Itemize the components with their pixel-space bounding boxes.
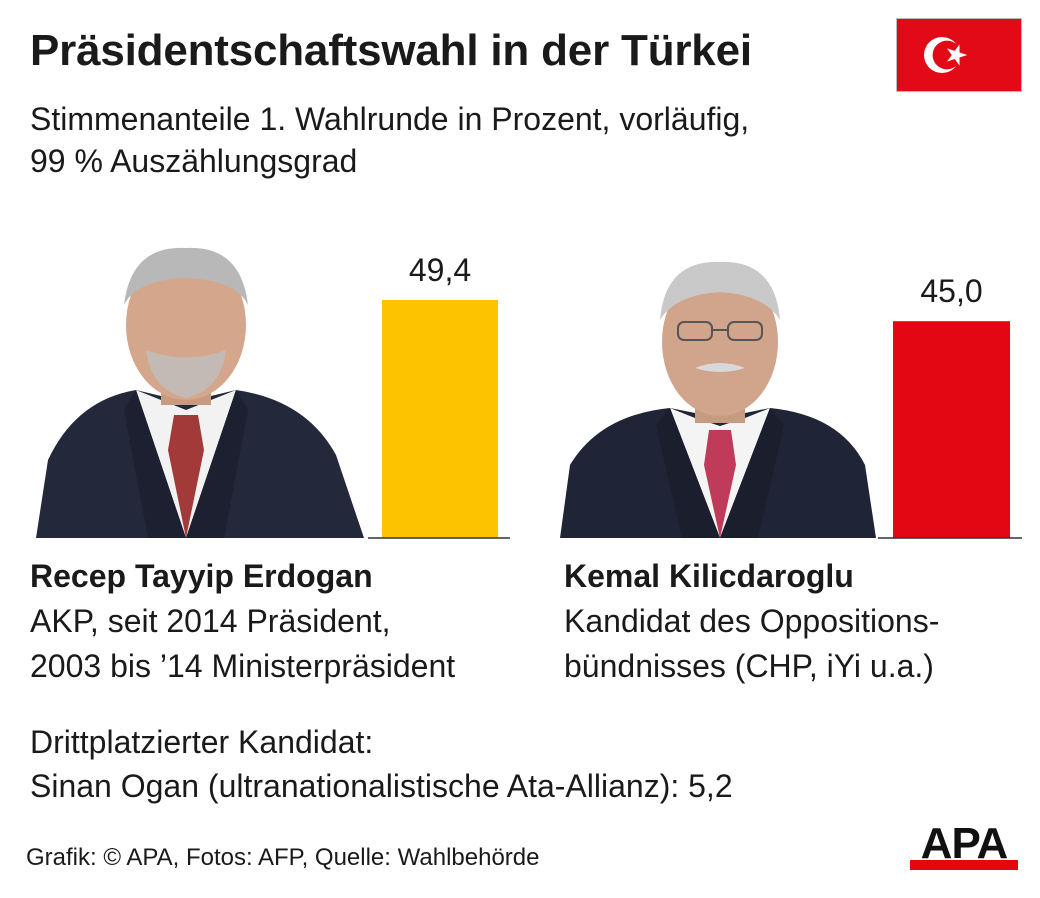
third-candidate-line-1: Drittplatzierter Kandidat: xyxy=(30,724,374,760)
candidate-desc-line-2: bündnisses (CHP, iYi u.a.) xyxy=(564,648,934,684)
candidate-block-erdogan: Recep Tayyip Erdogan AKP, seit 2014 Präs… xyxy=(30,558,455,689)
subtitle-line-1: Stimmenanteile 1. Wahlrunde in Prozent, … xyxy=(30,101,750,137)
candidate-desc-line-1: AKP, seit 2014 Präsident, xyxy=(30,603,391,639)
erdogan-photo xyxy=(36,247,364,538)
candidate-name: Recep Tayyip Erdogan xyxy=(30,558,373,594)
chart-subtitle: Stimmenanteile 1. Wahlrunde in Prozent, … xyxy=(30,98,749,182)
source-credit: Grafik: © APA, Fotos: AFP, Quelle: Wahlb… xyxy=(26,844,540,871)
turkey-flag-icon xyxy=(896,18,1022,92)
candidate-block-kilicdaroglu: Kemal Kilicdaroglu Kandidat des Oppositi… xyxy=(564,558,939,689)
bar-value-label-erdogan: 49,4 xyxy=(408,252,472,288)
candidate-desc-line-1: Kandidat des Oppositions- xyxy=(564,603,940,639)
candidate-desc-line-2: 2003 bis ’14 Ministerpräsident xyxy=(30,648,456,684)
candidate-name: Kemal Kilicdaroglu xyxy=(564,558,854,594)
subtitle-line-2: 99 % Auszählungsgrad xyxy=(30,143,358,179)
kilicdaroglu-photo xyxy=(560,261,876,538)
bar-value-label-kilicdaroglu: 45,0 xyxy=(920,273,983,310)
bar-kilicdaroglu xyxy=(893,321,1010,538)
third-candidate-note: Drittplatzierter Kandidat: Sinan Ogan (u… xyxy=(30,720,733,808)
third-candidate-line-2: Sinan Ogan (ultranationalistische Ata-Al… xyxy=(30,768,733,804)
chart-title: Präsidentschaftswahl in der Türkei xyxy=(30,26,752,75)
bar-erdogan xyxy=(382,300,498,538)
apa-logo-icon: APA xyxy=(910,820,1018,870)
